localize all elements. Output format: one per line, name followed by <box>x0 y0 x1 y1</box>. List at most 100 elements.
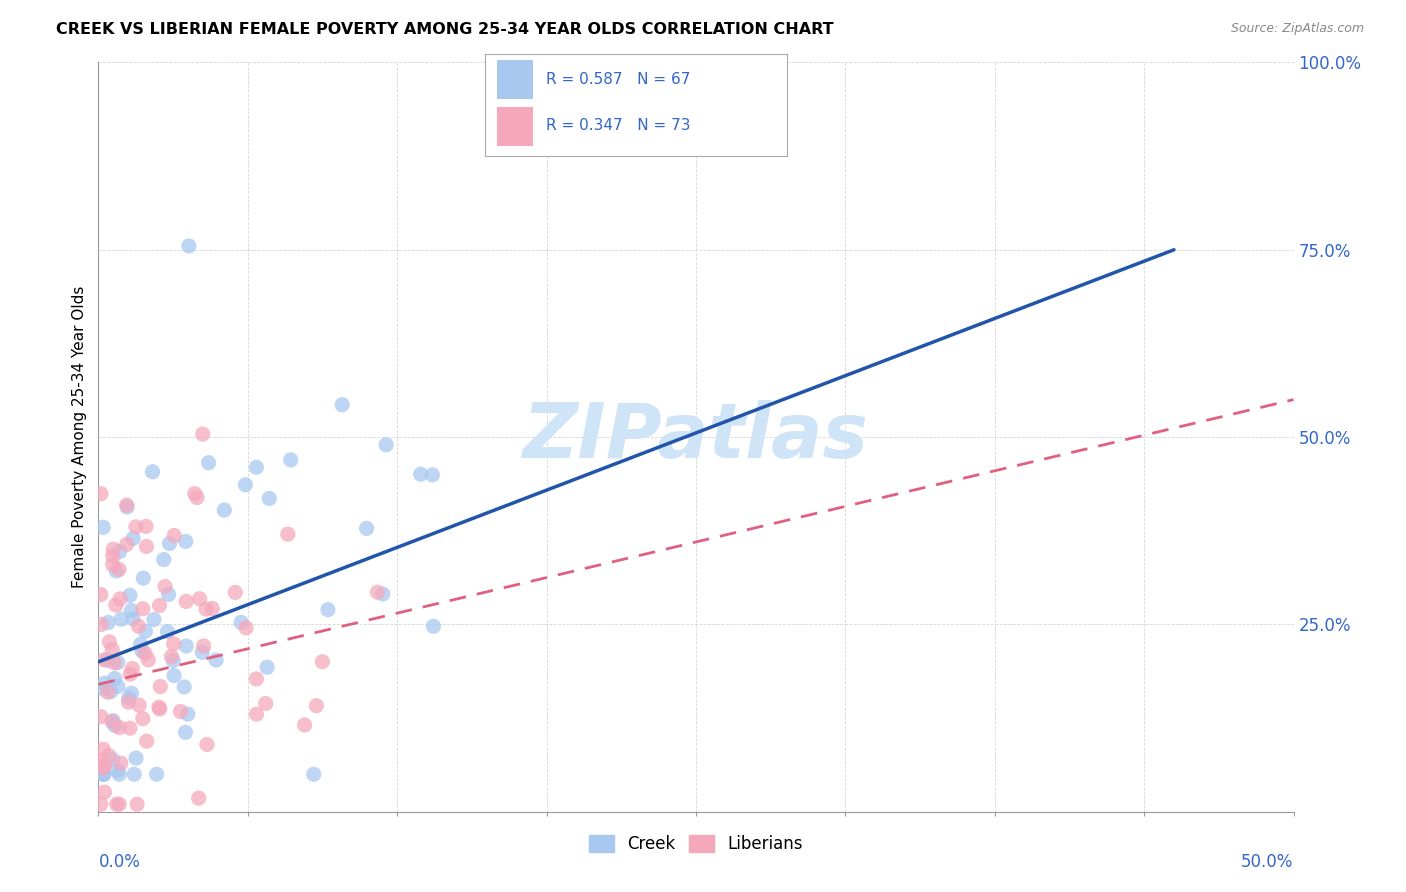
Point <box>122 612 145 626</box>
Point <box>191 645 214 659</box>
Point <box>128 698 150 713</box>
Point <box>90 617 112 632</box>
Point <box>148 599 170 613</box>
Point <box>311 655 333 669</box>
Point <box>163 637 186 651</box>
Point <box>197 456 219 470</box>
Point <box>101 642 124 657</box>
Point <box>107 656 129 670</box>
Point <box>91 742 114 756</box>
Point <box>132 571 155 585</box>
Point <box>101 549 124 563</box>
Point <box>107 764 129 778</box>
Point <box>169 705 191 719</box>
Point <box>422 467 444 482</box>
Point <box>96 653 118 667</box>
Point <box>110 612 132 626</box>
Legend: Creek, Liberians: Creek, Liberians <box>582 828 810 860</box>
Point <box>91 681 114 696</box>
Point <box>142 613 165 627</box>
Point <box>97 685 120 699</box>
Point <box>127 797 149 812</box>
Point <box>90 754 112 768</box>
Point <box>214 503 236 517</box>
Point <box>375 438 398 452</box>
Point <box>136 653 159 667</box>
Point <box>104 598 127 612</box>
Point <box>135 540 157 554</box>
Point <box>153 580 176 594</box>
Point <box>103 542 125 557</box>
Point <box>125 751 148 765</box>
Text: 0.0%: 0.0% <box>98 853 141 871</box>
Point <box>108 591 131 606</box>
Point <box>104 718 127 732</box>
Point <box>90 797 112 812</box>
Point <box>122 767 145 781</box>
Point <box>205 653 228 667</box>
Point <box>186 491 208 505</box>
Point <box>330 398 353 412</box>
Point <box>163 528 186 542</box>
Point <box>159 536 181 550</box>
Point <box>90 588 112 602</box>
Point <box>122 532 145 546</box>
Point <box>235 477 257 491</box>
Point <box>409 467 432 482</box>
Point <box>107 680 129 694</box>
Point <box>277 527 299 541</box>
Point <box>108 797 131 812</box>
Point <box>90 709 112 723</box>
Point <box>115 500 138 514</box>
Point <box>302 767 325 781</box>
Point <box>229 615 252 630</box>
Point <box>256 660 278 674</box>
Point <box>257 491 280 506</box>
Point <box>132 712 155 726</box>
Point <box>356 521 378 535</box>
Point <box>132 601 155 615</box>
FancyBboxPatch shape <box>498 60 533 99</box>
Point <box>115 537 138 551</box>
Point <box>93 653 115 667</box>
Point <box>101 558 124 572</box>
Point <box>224 585 246 599</box>
Y-axis label: Female Poverty Among 25-34 Year Olds: Female Poverty Among 25-34 Year Olds <box>72 286 87 588</box>
Point <box>100 684 122 698</box>
Point <box>145 767 167 781</box>
Point <box>245 460 267 475</box>
Point <box>152 552 174 566</box>
Point <box>162 653 184 667</box>
Point <box>108 767 131 781</box>
Point <box>134 646 156 660</box>
Point <box>105 564 128 578</box>
Point <box>129 637 152 651</box>
Point <box>191 427 214 442</box>
Point <box>118 691 141 706</box>
Point <box>174 594 197 608</box>
Point <box>97 748 120 763</box>
Point <box>160 649 183 664</box>
Text: 50.0%: 50.0% <box>1241 853 1294 871</box>
Point <box>108 562 131 576</box>
Point <box>366 585 388 599</box>
Point <box>245 707 267 722</box>
Point <box>91 767 114 781</box>
Point <box>115 498 138 512</box>
FancyBboxPatch shape <box>498 107 533 145</box>
Point <box>316 602 339 616</box>
Point <box>101 714 124 729</box>
Point <box>90 487 112 501</box>
Point <box>118 721 141 735</box>
Point <box>135 734 157 748</box>
Point <box>280 453 302 467</box>
Point <box>174 534 197 549</box>
Point <box>125 520 148 534</box>
Point <box>110 756 132 771</box>
Point <box>174 725 197 739</box>
Point <box>118 588 141 602</box>
Point <box>127 619 149 633</box>
Point <box>188 591 211 606</box>
Point <box>371 587 394 601</box>
Point <box>103 656 125 670</box>
